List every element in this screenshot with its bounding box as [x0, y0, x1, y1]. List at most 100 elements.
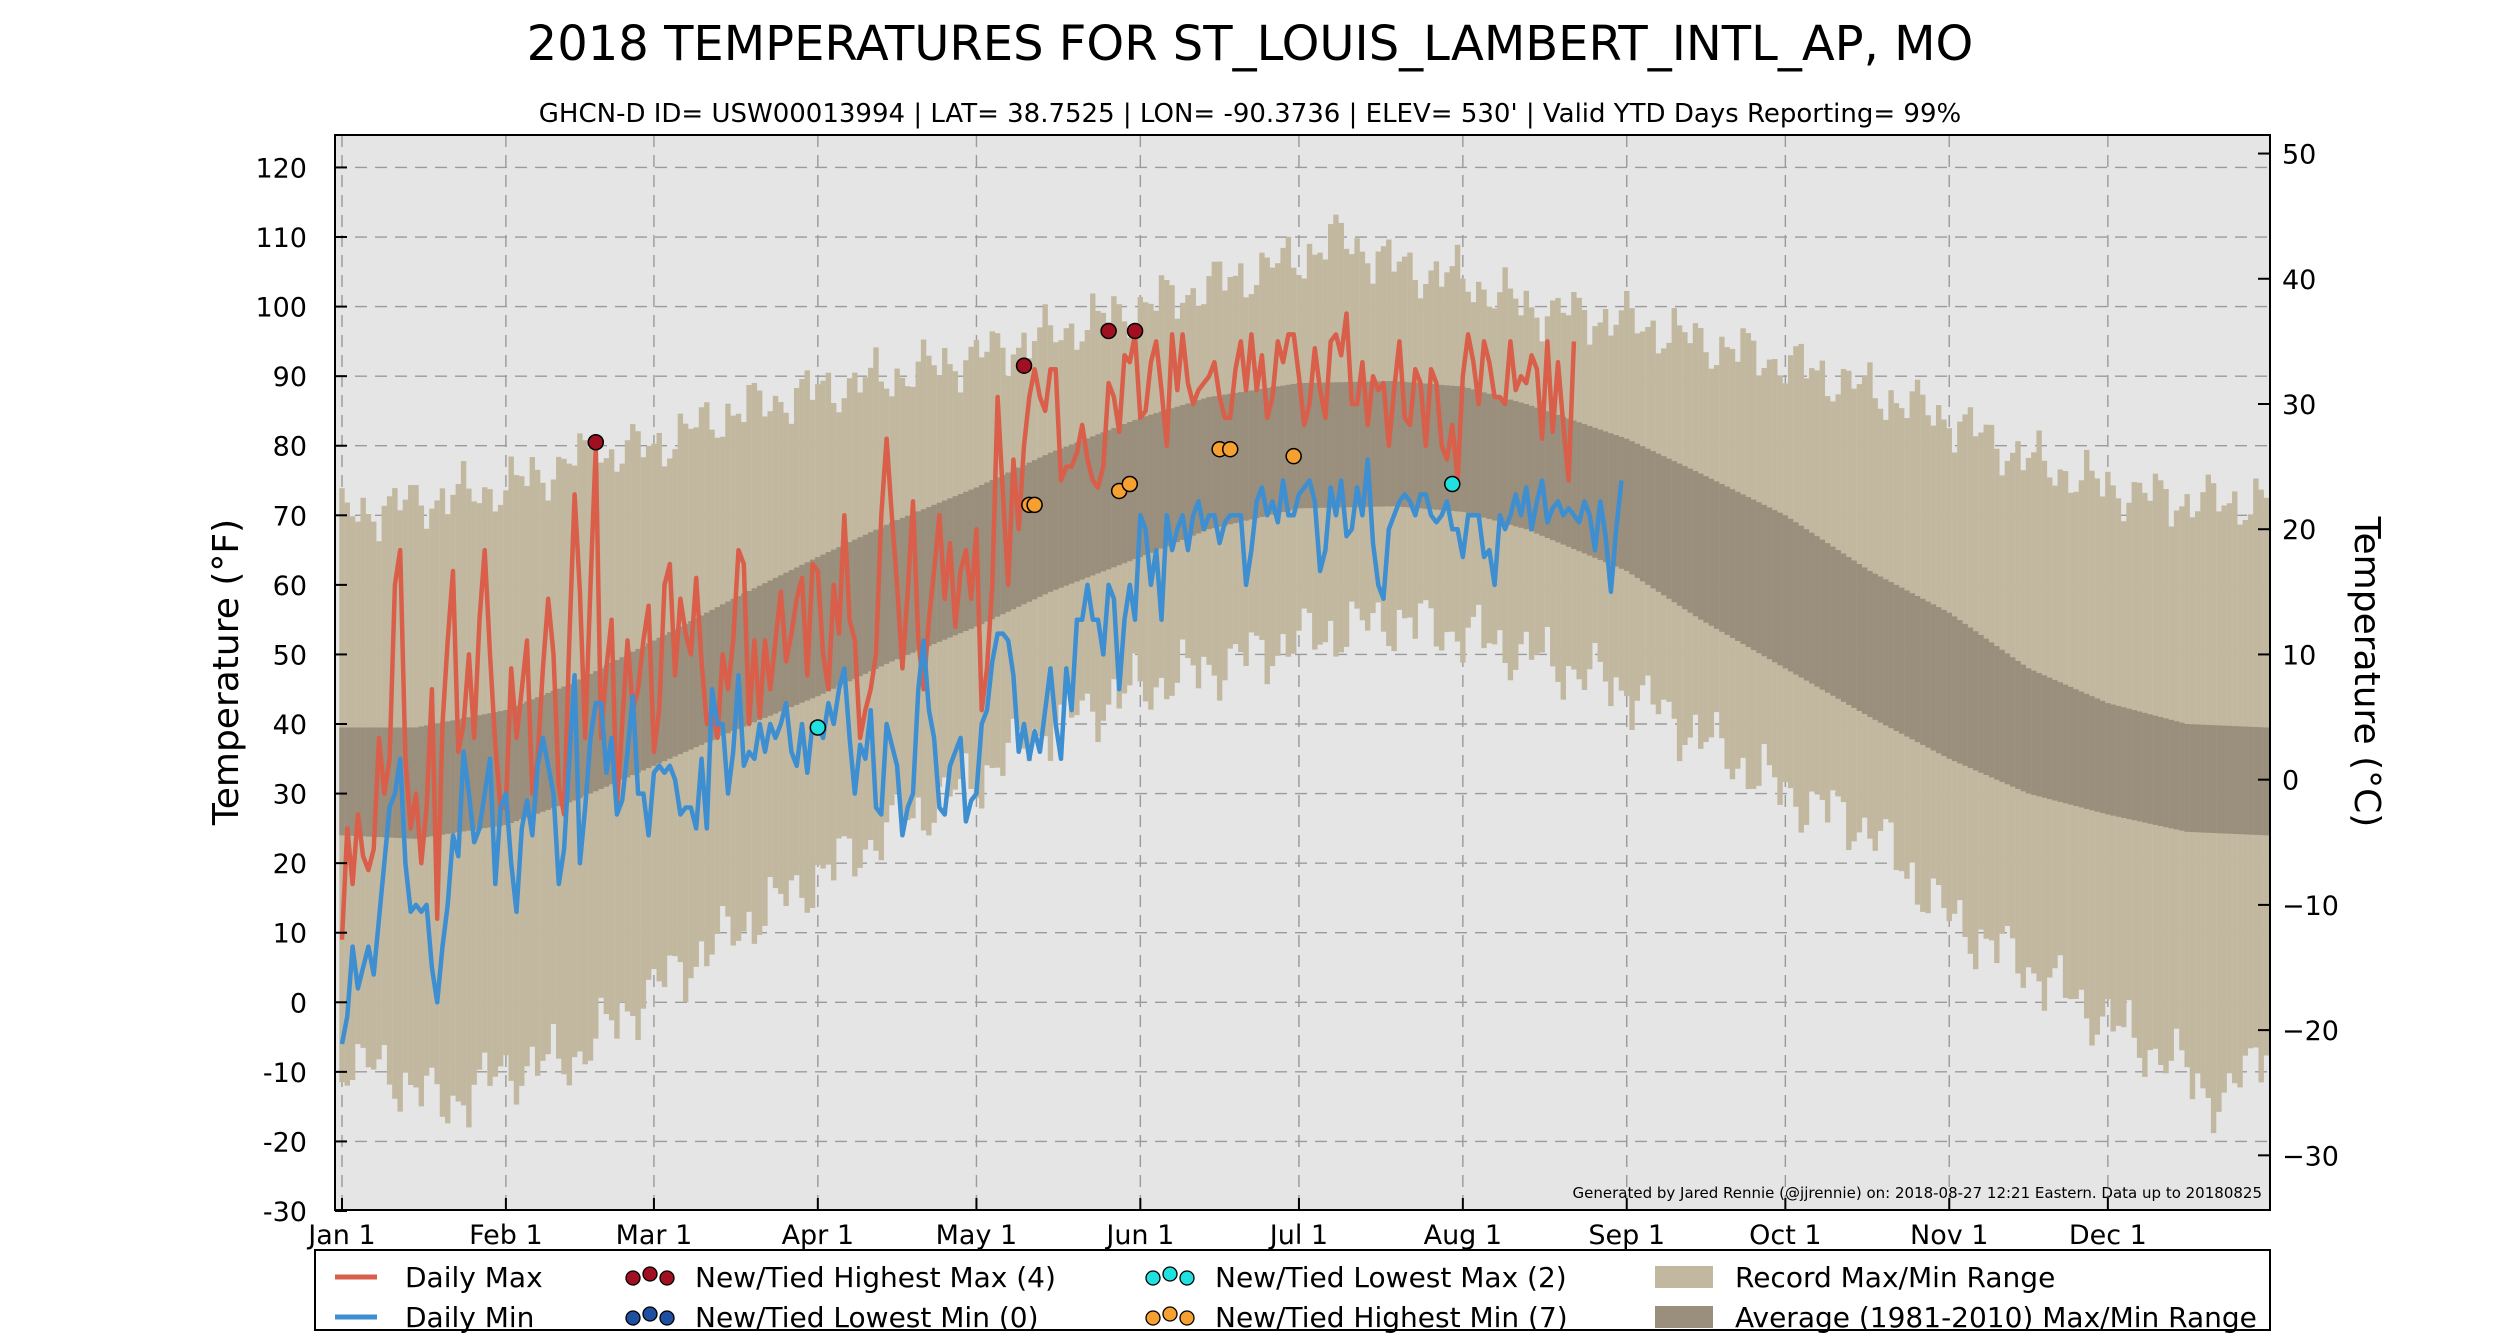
average-range-bar: [2184, 724, 2190, 832]
chart-credit: Generated by Jared Rennie (@jjrennie) on…: [1573, 1184, 2262, 1202]
average-range-bar: [2126, 708, 2132, 820]
average-range-bar: [344, 727, 350, 836]
average-range-bar: [2253, 727, 2259, 835]
average-range-bar: [984, 482, 990, 622]
average-range-bar: [524, 701, 530, 818]
average-range-bar: [1053, 450, 1059, 590]
y-tick-label: 120: [255, 153, 307, 184]
average-range-bar: [2041, 675, 2048, 798]
legend-label-new-tied-lowest-max-2: New/Tied Lowest Max (2): [1215, 1261, 1567, 1294]
average-range-bar: [1174, 406, 1181, 543]
average-range-bar: [2131, 710, 2137, 821]
legend-label-daily-max: Daily Max: [405, 1261, 543, 1294]
average-range-bar: [1972, 631, 1979, 771]
average-range-bar: [2216, 725, 2222, 834]
average-range-bar: [1861, 567, 1868, 715]
average-range-bar: [355, 727, 361, 837]
average-range-bar: [371, 727, 377, 837]
average-range-bar: [1016, 467, 1022, 607]
average-range-bar: [1835, 550, 1841, 699]
average-range-bar: [1941, 609, 1947, 757]
average-range-bar: [1719, 483, 1725, 632]
average-range-bar: [1502, 398, 1508, 524]
average-range-bar: [920, 509, 927, 649]
average-range-bar: [2062, 684, 2069, 804]
legend-swatch-new-tied-lowest-min-0: [625, 1310, 641, 1326]
y-tick-label-right: −10: [2282, 891, 2339, 922]
average-range-bar: [1703, 476, 1709, 623]
average-range-bar: [2189, 724, 2196, 833]
average-range-bar: [614, 660, 620, 782]
average-range-bar: [1359, 381, 1366, 507]
x-tick-label: Jul 1: [1268, 1220, 1328, 1251]
average-range-bar: [1280, 385, 1286, 513]
average-range-bar: [741, 593, 747, 727]
average-range-bar: [1920, 598, 1926, 745]
average-range-bar: [1750, 499, 1757, 651]
average-range-bar: [1111, 428, 1117, 568]
average-range-bar: [2200, 724, 2206, 833]
y-axis-right-label: Temperature (°C): [2346, 516, 2387, 828]
average-range-bar: [1232, 392, 1239, 524]
average-range-bar: [1322, 382, 1329, 508]
average-range-bar: [2237, 726, 2243, 835]
average-range-bar: [2020, 664, 2026, 792]
average-range-bar: [1661, 456, 1667, 596]
average-range-bar: [1137, 417, 1144, 558]
average-range-bar: [1793, 522, 1799, 675]
average-range-bar: [1967, 627, 1974, 769]
y-tick-label-right: 40: [2282, 265, 2316, 296]
y-tick-label: 100: [255, 293, 307, 324]
average-range-bar: [1412, 382, 1418, 508]
y-tick-label: 10: [273, 919, 307, 950]
average-range-bar: [1158, 411, 1165, 549]
average-range-bar: [799, 564, 805, 703]
average-range-bar: [1031, 460, 1038, 600]
y-tick-label-right: −20: [2282, 1016, 2339, 1047]
average-range-bar: [1021, 465, 1027, 605]
average-range-bar: [1201, 398, 1207, 532]
average-range-bar: [1148, 414, 1154, 553]
average-range-bar: [577, 679, 583, 799]
average-range-bar: [1634, 443, 1641, 578]
average-range-bar: [1476, 390, 1482, 517]
average-range-bar: [2089, 696, 2095, 811]
y-tick-label-right: 0: [2282, 766, 2299, 797]
average-range-bar: [2073, 689, 2079, 807]
average-range-bar: [825, 552, 832, 692]
average-range-bar: [1687, 468, 1693, 613]
average-range-bar: [1777, 512, 1783, 666]
legend-label-daily-min: Daily Min: [405, 1301, 534, 1333]
average-range-bar: [476, 715, 483, 829]
legend-swatch-new-tied-highest-min-7: [1179, 1310, 1195, 1326]
average-range-bar: [339, 727, 345, 836]
average-range-bar: [482, 714, 488, 829]
legend-label-record-max-min-range: Record Max/Min Range: [1735, 1261, 2055, 1294]
average-range-bar: [1962, 623, 1968, 766]
average-range-bar: [1994, 646, 2000, 780]
average-range-bar: [793, 567, 800, 705]
average-range-bar: [1264, 388, 1270, 516]
x-tick-label: Oct 1: [1749, 1220, 1821, 1251]
y-tick-label-right: 20: [2282, 515, 2316, 546]
y-tick-label: 0: [290, 988, 307, 1019]
average-range-bar: [1624, 438, 1630, 571]
average-range-bar: [1518, 402, 1524, 528]
average-range-bar: [1713, 481, 1720, 629]
legend-swatch-new-tied-highest-max-4: [642, 1266, 658, 1282]
average-range-bar: [1090, 436, 1096, 576]
average-range-bar: [1824, 543, 1831, 693]
chart-title: 2018 TEMPERATURES FOR ST_LOUIS_LAMBERT_I…: [527, 16, 1974, 72]
average-range-bar: [2105, 703, 2111, 815]
average-range-bar: [2179, 722, 2185, 831]
average-range-bar: [2009, 657, 2016, 787]
average-range-bar: [1449, 385, 1455, 511]
average-range-bar: [349, 727, 356, 836]
average-range-bar: [1803, 529, 1810, 681]
average-range-bar: [1513, 401, 1519, 527]
x-tick-label: Jun 1: [1104, 1220, 1174, 1251]
average-range-bar: [471, 716, 477, 830]
average-range-bar: [1787, 518, 1794, 672]
average-range-bar: [2004, 653, 2011, 785]
average-range-bar: [1301, 383, 1307, 509]
